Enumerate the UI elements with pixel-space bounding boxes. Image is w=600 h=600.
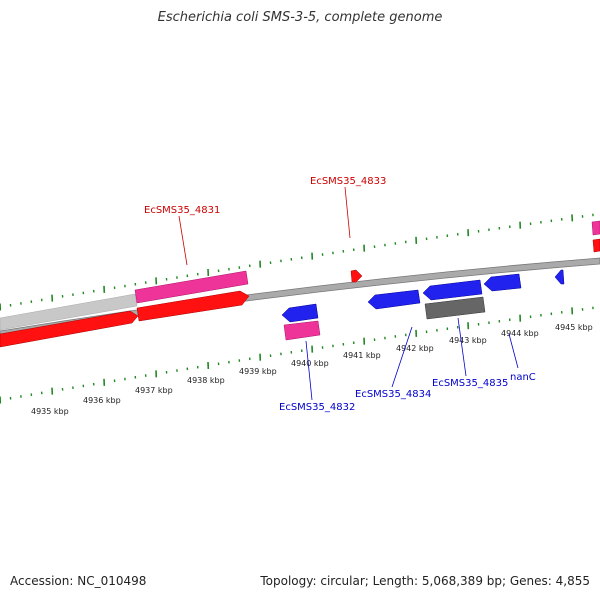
tick-label-4945: 4945 kbp [555,323,593,332]
gene-label-EcSMS35_4831[interactable]: EcSMS35_4831 [144,205,220,216]
cds-blue-feature-4835[interactable] [422,279,483,301]
bottom-tick-track [0,306,594,404]
tick-label-4937: 4937 kbp [135,386,173,395]
cds-blue-small-feature[interactable] [554,269,565,285]
genome-summary-text: Topology: circular; Length: 5,068,389 bp… [260,574,590,588]
cds-pink-feature-4832[interactable] [283,320,321,341]
tick-label-4944: 4944 kbp [501,329,539,338]
leader-4835 [457,317,467,377]
cds-blue-feature-4834[interactable] [367,289,421,310]
gene-label-EcSMS35_4833[interactable]: EcSMS35_4833 [310,176,386,187]
cds-pink-feature-edge[interactable] [591,220,600,236]
cds-pink-feature-upper[interactable] [134,270,249,304]
cds-red-feature-upper-left[interactable] [0,310,139,348]
gene-label-EcSMS35_4832[interactable]: EcSMS35_4832 [279,402,355,413]
leader-4831 [178,215,188,266]
top-tick-track [0,213,594,311]
gene-label-nanC[interactable]: nanC [510,372,536,383]
cds-lightgray-feature[interactable] [0,293,138,331]
tick-label-4941: 4941 kbp [343,351,381,360]
tick-label-4943: 4943 kbp [449,336,487,345]
tick-label-4942: 4942 kbp [396,344,434,353]
gene-label-EcSMS35_4834[interactable]: EcSMS35_4834 [355,389,431,400]
leader-4833 [344,186,351,239]
tick-label-4935: 4935 kbp [31,407,69,416]
tick-label-4939: 4939 kbp [239,367,277,376]
kbp-tick-labels: 4935 kbp 4936 kbp 4937 kbp 4938 kbp 4939… [31,323,593,416]
cds-red-feature-edge[interactable] [592,238,600,253]
leader-4832 [305,340,313,401]
tick-label-4936: 4936 kbp [83,396,121,405]
cds-gray-feature[interactable] [424,296,486,320]
gene-label-EcSMS35_4835[interactable]: EcSMS35_4835 [432,378,508,389]
tick-label-4938: 4938 kbp [187,376,225,385]
cds-red-feature-upper-right[interactable] [136,290,250,322]
accession-text: Accession: NC_010498 [10,574,147,588]
cds-blue-feature-nanC[interactable] [483,273,522,292]
genome-title: Escherichia coli SMS-3-5, complete genom… [157,10,443,25]
gene-labels: EcSMS35_4831 EcSMS35_4833 EcSMS35_4832 E… [144,176,536,413]
cds-blue-feature-4832[interactable] [281,303,319,323]
tick-label-4940: 4940 kbp [291,359,329,368]
leader-nanC [508,333,519,369]
leader-4834 [391,326,413,388]
gene-label-leaders [178,186,519,401]
cds-red-small-feature[interactable] [350,269,363,283]
